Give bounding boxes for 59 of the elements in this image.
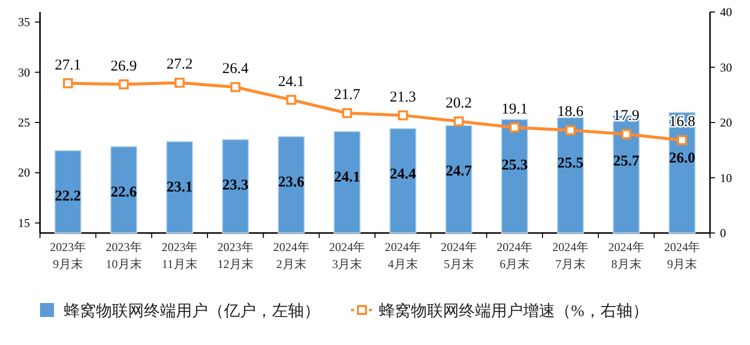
point bbox=[342, 108, 352, 118]
data-label: 18.6 bbox=[557, 104, 584, 120]
x-tick-label: 2024年 8月末 bbox=[608, 240, 644, 271]
x-tick-label: 2023年 10月末 bbox=[106, 240, 142, 271]
data-label: 20.2 bbox=[446, 95, 472, 112]
data-label: 26.0 bbox=[668, 150, 696, 166]
point bbox=[286, 94, 296, 105]
point bbox=[454, 116, 464, 126]
legend-label: 蜂窝物联网终端用户增速（%，右轴） bbox=[379, 302, 648, 320]
data-label: 25.7 bbox=[613, 153, 640, 170]
data-label: 26.4 bbox=[222, 61, 250, 78]
data-label: 27.1 bbox=[54, 57, 82, 74]
point bbox=[677, 135, 688, 146]
y2-tick-label: 40 bbox=[720, 5, 732, 19]
data-label: 23.3 bbox=[222, 178, 249, 194]
data-label: 23.1 bbox=[166, 180, 193, 196]
x-tick-label: 2024年 5月末 bbox=[440, 240, 477, 271]
data-label: 24.4 bbox=[390, 166, 417, 183]
x-tick-label: 2023年 9月末 bbox=[50, 240, 86, 271]
point bbox=[62, 78, 73, 88]
data-label: 22.2 bbox=[54, 188, 82, 205]
x-tick-label: 2024年 9月末 bbox=[664, 240, 700, 271]
data-label: 25.5 bbox=[557, 155, 584, 172]
data-label: 26.9 bbox=[110, 58, 137, 74]
point bbox=[174, 78, 185, 88]
data-label: 24.1 bbox=[278, 74, 304, 90]
x-tick-label: 2023年 11月末 bbox=[162, 240, 198, 271]
data-label: 27.2 bbox=[166, 56, 193, 73]
point bbox=[118, 79, 129, 90]
data-label: 24.1 bbox=[334, 170, 360, 186]
y2-tick-label: 10 bbox=[720, 170, 732, 185]
x-tick-label: 2024年 3月末 bbox=[329, 240, 366, 271]
point bbox=[565, 125, 576, 136]
y-tick-label: 30 bbox=[18, 65, 30, 80]
y2-tick-label: 30 bbox=[720, 60, 732, 74]
x-tick-label: 2024年 2月末 bbox=[273, 240, 310, 271]
data-label: 25.3 bbox=[501, 157, 528, 174]
data-label: 21.3 bbox=[390, 89, 416, 106]
data-label: 22.6 bbox=[110, 184, 138, 201]
data-label: 24.7 bbox=[446, 164, 472, 180]
data-label: 21.7 bbox=[334, 87, 361, 104]
y2-tick-label: 20 bbox=[720, 116, 732, 130]
point bbox=[230, 82, 240, 92]
y-tick-label: 15 bbox=[18, 216, 30, 230]
y-tick-label: 20 bbox=[18, 166, 30, 180]
point bbox=[621, 129, 632, 140]
x-tick-label: 2024年 7月末 bbox=[552, 240, 588, 271]
point bbox=[398, 110, 408, 120]
data-label: 19.1 bbox=[501, 101, 528, 118]
point bbox=[510, 122, 520, 132]
legend-label: 蜂窝物联网终端用户（亿户，左轴） bbox=[64, 302, 320, 320]
y-tick-label: 25 bbox=[18, 116, 30, 130]
y-tick-label: 35 bbox=[18, 15, 30, 30]
x-tick-label: 2024年 6月末 bbox=[496, 240, 533, 271]
x-tick-label: 2023年 12月末 bbox=[217, 240, 254, 271]
x-tick-label: 2024年 4月末 bbox=[384, 240, 421, 271]
y2-tick-label: 0 bbox=[720, 226, 726, 240]
data-label: 23.6 bbox=[278, 174, 305, 191]
data-label: 16.8 bbox=[668, 114, 696, 130]
